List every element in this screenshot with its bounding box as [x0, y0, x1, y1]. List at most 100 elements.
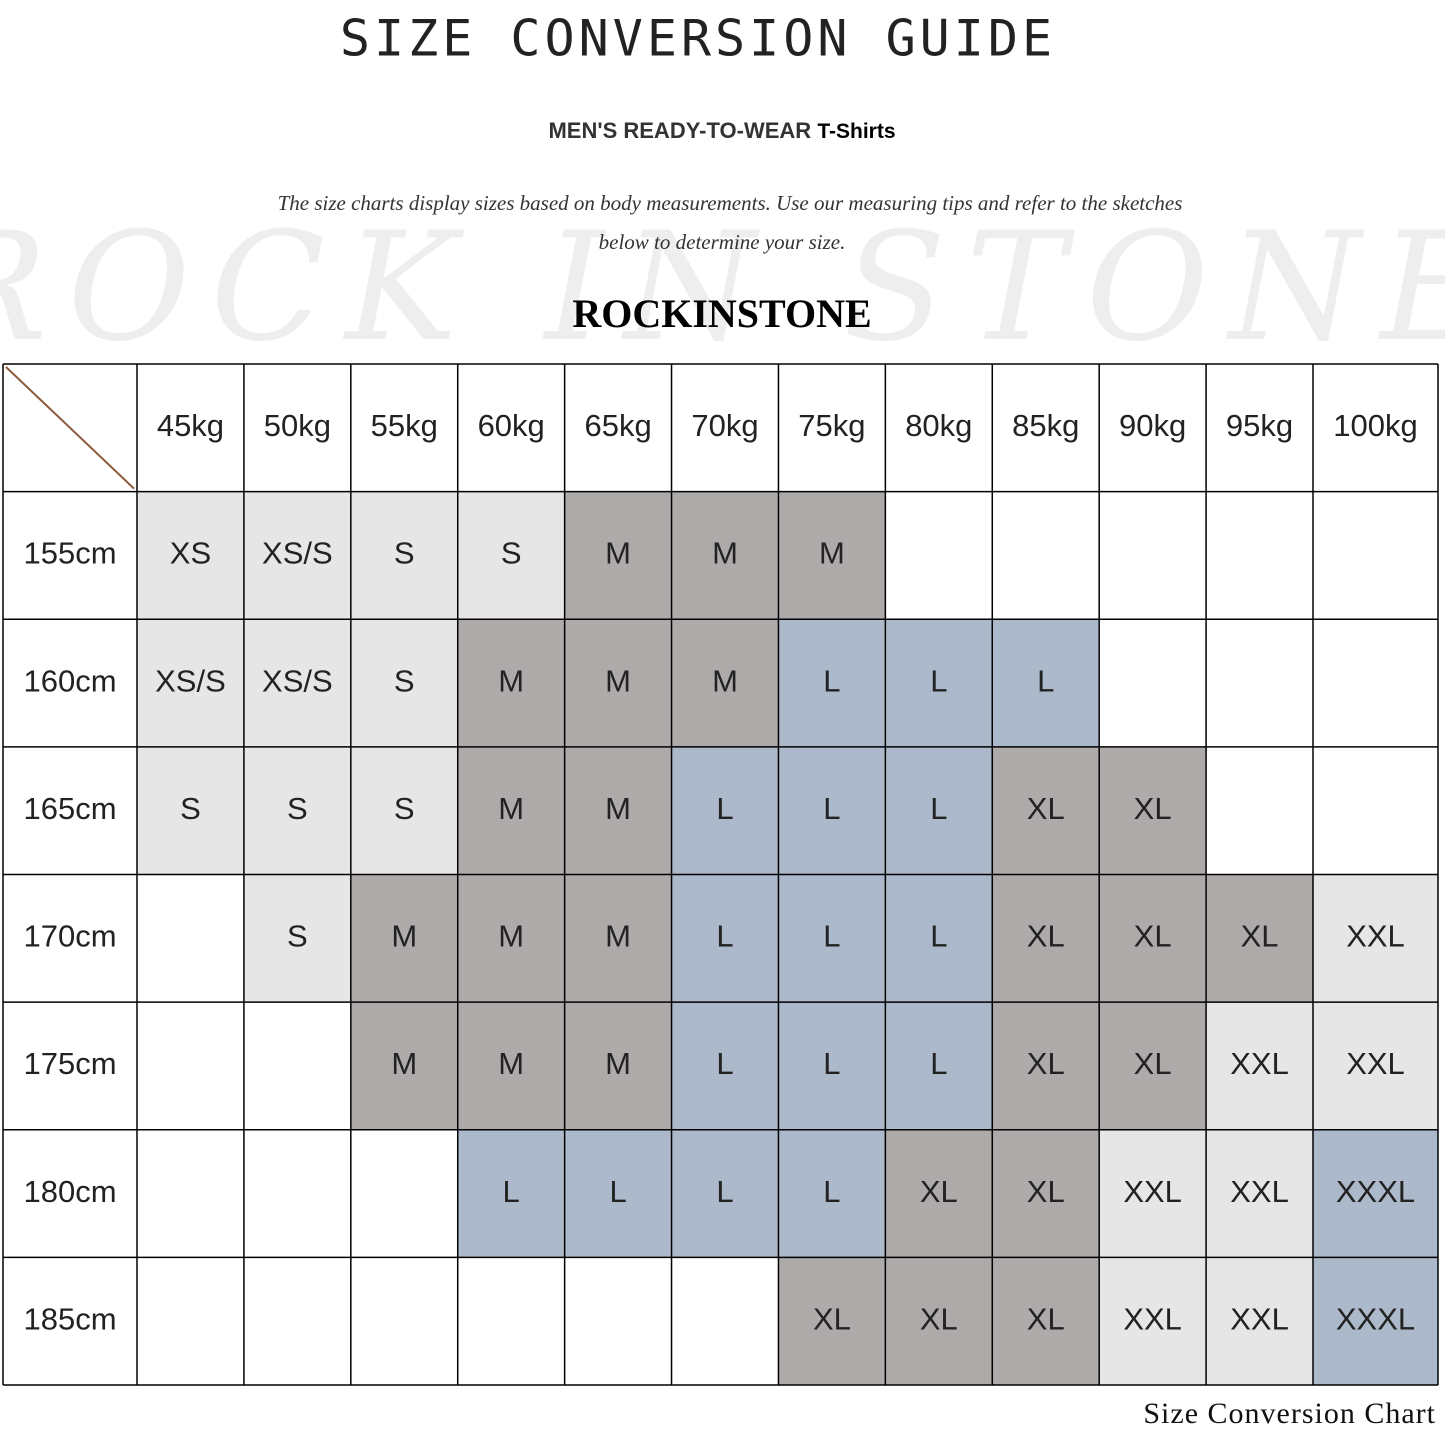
size-cell-bg — [778, 491, 886, 620]
size-cell: S — [287, 919, 308, 954]
size-cell-bg — [137, 491, 244, 620]
size-cell-bg — [457, 746, 565, 875]
weight-header: 100kg — [1333, 408, 1417, 443]
size-cell: S — [287, 791, 308, 826]
size-cell: L — [930, 663, 947, 698]
size-cell: L — [609, 1174, 626, 1209]
brand: ROCKINSTONE — [572, 291, 871, 336]
size-cell: XXL — [1230, 1301, 1289, 1336]
size-cell-bg — [885, 1129, 993, 1258]
height-header: 155cm — [23, 536, 116, 571]
caption: Size Conversion Chart — [1143, 1397, 1436, 1430]
size-cell: L — [823, 1174, 840, 1209]
size-cell: L — [823, 919, 840, 954]
height-header: 180cm — [23, 1174, 116, 1209]
size-cell: XL — [813, 1301, 851, 1336]
size-cell: L — [930, 791, 947, 826]
size-cell: M — [605, 663, 631, 698]
weight-header: 70kg — [691, 408, 758, 443]
size-cell: XXL — [1230, 1174, 1289, 1209]
size-cell: XL — [1241, 919, 1279, 954]
size-cell: M — [498, 791, 524, 826]
size-cell-bg — [1099, 1129, 1207, 1258]
corner-diagonal — [5, 366, 135, 490]
height-header: 170cm — [23, 919, 116, 954]
weight-header: 85kg — [1012, 408, 1079, 443]
size-cell-bg — [350, 619, 458, 747]
size-cell: XL — [920, 1174, 958, 1209]
weight-header: 95kg — [1226, 408, 1293, 443]
size-cell: M — [605, 791, 631, 826]
size-cell-bg — [778, 1002, 886, 1130]
size-cell-bg — [1206, 1002, 1313, 1130]
size-cell-bg — [778, 874, 886, 1003]
size-cell-bg — [1206, 1257, 1313, 1385]
weight-header: 60kg — [478, 408, 545, 443]
size-cell: M — [712, 536, 738, 571]
size-cell: XL — [1134, 919, 1172, 954]
size-cell-bg — [564, 1002, 672, 1130]
size-cell-bg — [457, 619, 565, 747]
size-cell: XXL — [1346, 919, 1405, 954]
size-cell: XS/S — [262, 536, 333, 571]
size-cell-bg — [992, 1257, 1100, 1385]
size-cell: XL — [1027, 919, 1065, 954]
weight-header: 45kg — [157, 408, 224, 443]
size-cell: L — [823, 791, 840, 826]
size-cell-bg — [350, 1002, 458, 1130]
size-cell-bg — [992, 874, 1100, 1003]
size-cell-bg — [243, 874, 351, 1003]
size-cell: XL — [920, 1301, 958, 1336]
size-cell-bg — [243, 746, 351, 875]
size-cell: L — [1037, 663, 1054, 698]
size-cell: XXL — [1123, 1301, 1182, 1336]
size-cell: M — [498, 919, 524, 954]
size-cell-bg — [992, 1129, 1100, 1258]
size-cell-bg — [885, 1257, 993, 1385]
size-cell-bg — [457, 1002, 565, 1130]
weight-header: 80kg — [905, 408, 972, 443]
size-cell: L — [503, 1174, 520, 1209]
size-cell: L — [930, 919, 947, 954]
size-cell: L — [930, 1046, 947, 1081]
size-cell-bg — [564, 619, 672, 747]
size-cell-bg — [1099, 1002, 1207, 1130]
height-header: 175cm — [23, 1046, 116, 1081]
size-cell: XL — [1027, 1174, 1065, 1209]
size-cell-bg — [671, 491, 779, 620]
size-cell-bg — [885, 1002, 993, 1130]
size-cell: M — [391, 919, 417, 954]
size-cell-bg — [350, 491, 458, 620]
size-cell-bg — [1313, 1257, 1438, 1385]
size-cell: M — [712, 663, 738, 698]
size-cell-bg — [1313, 1129, 1438, 1258]
size-cell-bg — [564, 874, 672, 1003]
size-cell: M — [391, 1046, 417, 1081]
size-cell-bg — [243, 491, 351, 620]
size-cell-bg — [778, 1257, 886, 1385]
size-table: 45kg 50kg 55kg 60kg 65kg 70kg 75kg 80kg 85kg 90kg… — [2, 363, 1439, 1386]
size-cell-bg — [1206, 874, 1313, 1003]
size-cell-bg — [1313, 874, 1438, 1003]
size-cell-bg — [350, 874, 458, 1003]
weight-header: 90kg — [1119, 408, 1186, 443]
size-cell-bg — [992, 619, 1100, 747]
size-cell: XXL — [1123, 1174, 1182, 1209]
size-cell-bg — [778, 1129, 886, 1258]
size-cell-bg — [564, 746, 672, 875]
subtitle-product: T-Shirts — [817, 120, 895, 143]
size-cell: XS/S — [262, 663, 333, 698]
size-cell: L — [823, 1046, 840, 1081]
weight-header: 75kg — [798, 408, 865, 443]
size-cell-bg — [1099, 874, 1207, 1003]
size-cell: L — [716, 791, 733, 826]
size-cell: L — [823, 663, 840, 698]
size-cell: S — [394, 536, 415, 571]
size-cell-bg — [778, 619, 886, 747]
size-cell-bg — [457, 491, 565, 620]
size-cell: XL — [1027, 791, 1065, 826]
size-cell-bg — [778, 746, 886, 875]
size-cell-bg — [564, 491, 672, 620]
size-cell: XL — [1134, 791, 1172, 826]
